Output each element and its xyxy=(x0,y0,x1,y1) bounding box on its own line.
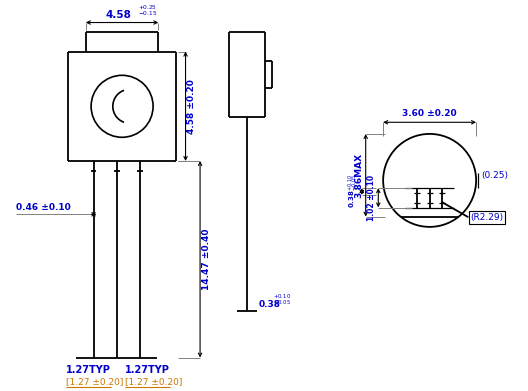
Text: 14.47 ±0.40: 14.47 ±0.40 xyxy=(202,229,211,290)
Text: 4.58: 4.58 xyxy=(105,10,131,20)
Text: 3.60 ±0.20: 3.60 ±0.20 xyxy=(402,109,457,118)
Text: [1.27 ±0.20]: [1.27 ±0.20] xyxy=(125,377,182,386)
Text: 1.27TYP: 1.27TYP xyxy=(125,366,169,375)
Text: (0.25): (0.25) xyxy=(481,171,508,180)
Text: $^{+0.25}_{-0.15}$: $^{+0.25}_{-0.15}$ xyxy=(138,3,157,18)
Text: 0.46 ±0.10: 0.46 ±0.10 xyxy=(16,203,71,212)
Text: 1.02 ±0.10: 1.02 ±0.10 xyxy=(367,175,376,221)
Text: 3.86MAX: 3.86MAX xyxy=(355,153,364,198)
Text: 0.38: 0.38 xyxy=(259,300,281,309)
Text: $^{+0.10}_{-0.05}$: $^{+0.10}_{-0.05}$ xyxy=(273,292,291,307)
Text: 1.27TYP: 1.27TYP xyxy=(67,366,111,375)
Text: 0.38$^{+0.10}_{-0.05}$: 0.38$^{+0.10}_{-0.05}$ xyxy=(346,174,360,208)
Text: [1.27 ±0.20]: [1.27 ±0.20] xyxy=(67,377,124,386)
Text: 4.58 ±0.20: 4.58 ±0.20 xyxy=(187,79,196,134)
Text: (R2.29): (R2.29) xyxy=(470,213,503,222)
